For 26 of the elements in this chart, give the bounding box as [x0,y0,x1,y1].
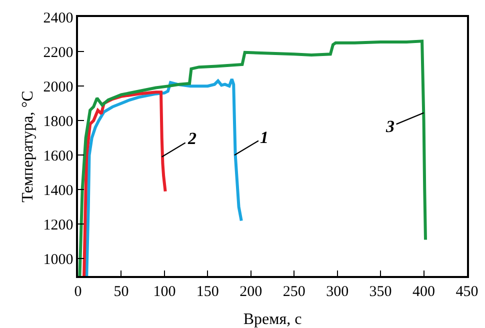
annotation: 3 [385,117,395,136]
x-tick-label: 350 [369,284,392,300]
line-series [78,40,428,276]
x-tick-label: 250 [282,284,306,300]
x-tick-label: 300 [326,284,349,300]
y-tick-label: 1200 [43,217,74,234]
x-tick-label: 450 [456,284,478,300]
x-tick-label: 150 [196,284,219,300]
line-series [82,90,167,276]
x-tick-label: 200 [240,284,262,300]
x-axis-title: Время, с [243,311,302,328]
y-tick-label: 1400 [43,182,74,199]
y-tick-label: 2000 [43,79,74,96]
y-tick-label: 1600 [43,148,74,164]
annotation: 2 [187,129,197,148]
line-series [85,78,243,276]
y-axis-title: Температура, °C [20,90,37,202]
x-tick-label: 50 [114,284,129,300]
y-tick-label: 2400 [43,10,74,26]
x-tick-label: 100 [153,284,176,300]
y-tick-label: 1000 [43,252,74,268]
annotation: 1 [260,128,268,147]
y-tick-label: 1800 [43,114,74,130]
x-tick-label: 0 [74,284,82,300]
y-tick-label: 2200 [43,44,74,61]
x-tick-label: 400 [412,284,436,300]
